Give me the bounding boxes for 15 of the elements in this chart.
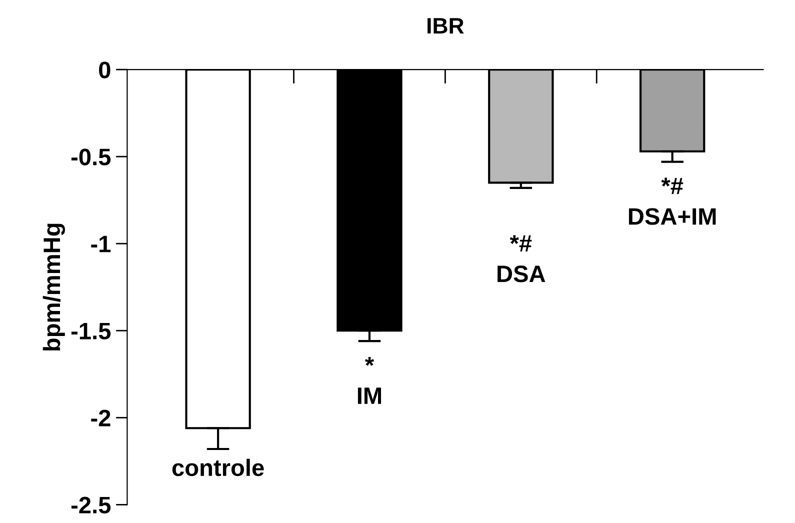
y-axis-title: bpm/mmHg (42, 224, 65, 350)
x-tick-label: controle (172, 458, 264, 476)
y-tick-label: -1 (91, 236, 111, 252)
annotation: * (364, 357, 374, 366)
y-tick-label: -0.5 (71, 148, 111, 166)
annotation: *# (661, 178, 684, 194)
x-tick-label: IM (358, 388, 382, 404)
x-tick-label: DSA+IM (628, 208, 716, 225)
y-tick-label: -2 (91, 410, 110, 426)
chart-title: IBR (428, 18, 464, 34)
y-tick-label: -1.5 (71, 322, 111, 340)
y-tick-label: 0 (99, 62, 110, 78)
annotation: *# (510, 235, 532, 252)
y-tick-label: -2.5 (71, 496, 111, 514)
x-tick-label: DSA (498, 266, 546, 282)
